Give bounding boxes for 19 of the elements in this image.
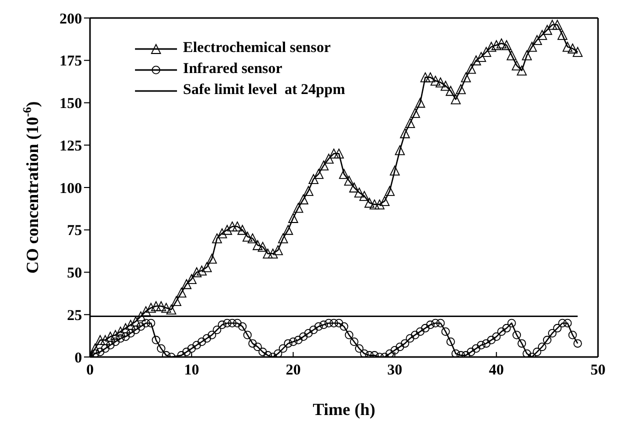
y-tick-label: 150 [60, 96, 82, 112]
x-tick-label: 20 [286, 362, 301, 379]
y-tick-label: 125 [60, 138, 82, 154]
x-tick-label: 50 [590, 362, 606, 379]
y-tick-label: 0 [74, 350, 82, 366]
x-tick-label: 10 [184, 362, 200, 379]
y-tick-label: 200 [60, 11, 82, 28]
y-tick-label: 25 [67, 308, 82, 324]
x-tick-label: 40 [488, 362, 504, 379]
legend-label: Infrared sensor [183, 61, 282, 78]
y-tick-label: 175 [60, 54, 82, 70]
y-tick-label: 75 [67, 223, 82, 240]
x-tick-label: 30 [387, 362, 402, 379]
x-tick-label: 0 [86, 362, 94, 379]
y-tick-label: 100 [60, 180, 82, 197]
x-axis-title: Time (h) [312, 400, 376, 419]
legend-label: Electrochemical sensor [183, 40, 331, 57]
y-tick-label: 50 [67, 266, 82, 282]
legend-label: Safe limit level at 24ppm [183, 82, 346, 99]
